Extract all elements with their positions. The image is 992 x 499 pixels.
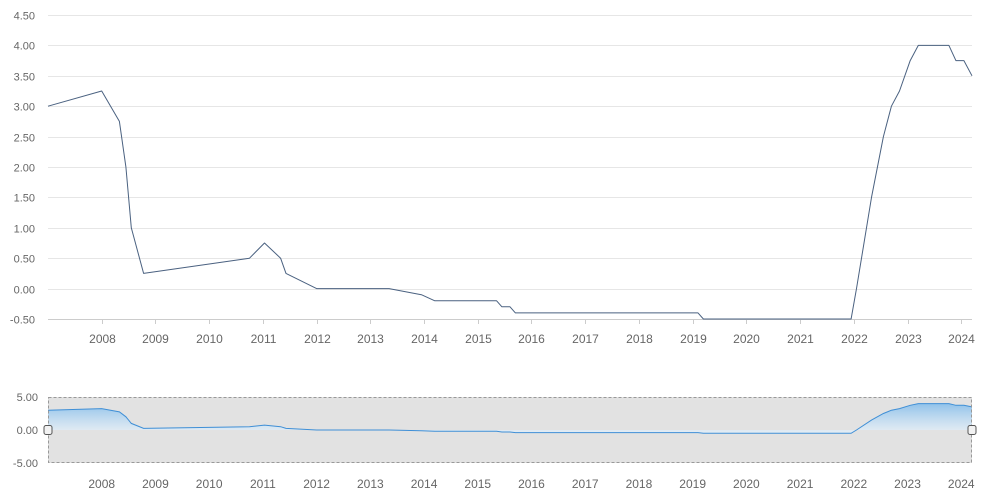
navigator-x-tick-label: 2019 [679,477,706,491]
navigator-right-handle[interactable] [967,425,977,435]
x-tick-label: 2008 [89,332,116,346]
data-point [500,305,504,309]
x-tick-label: 2019 [680,332,707,346]
data-point [962,59,966,63]
navigator-x-tick-label: 2018 [626,477,653,491]
navigator-y-tick-label: 5.00 [17,392,38,404]
data-point [947,43,951,47]
navigator-x-tick-label: 2016 [518,477,545,491]
x-tick-label: 2011 [251,332,277,346]
data-point [916,43,920,47]
y-tick-label: 3.00 [14,102,35,114]
navigator-x-tick-label: 2021 [787,477,814,491]
navigator-x-tick-label: 2023 [894,477,921,491]
x-tick-label: 2022 [841,332,868,346]
x-tick-label: 2010 [196,332,223,346]
data-point [849,317,853,321]
main-x-axis: 2008 2009 2010 2011 2012 2013 2014 2015 2016 2017… [48,319,975,346]
data-point [696,311,700,315]
data-point [513,311,517,315]
navigator-x-tick-label: 2017 [572,477,599,491]
x-tick-label: 2020 [733,332,760,346]
y-tick-label: 4.00 [14,41,35,53]
navigator-x-tick-label: 2010 [196,477,223,491]
data-point [46,104,50,108]
data-point [954,59,958,63]
x-tick-label: 2017 [572,332,599,346]
data-point [881,135,885,139]
x-tick-label: 2024 [948,332,975,346]
data-point [142,271,146,275]
x-tick-label: 2013 [357,332,384,346]
data-point [495,299,499,303]
data-point [889,104,893,108]
data-point [419,293,423,297]
y-tick-label: -0.50 [10,315,35,327]
x-tick-label: 2012 [304,332,331,346]
navigator-y-axis: 5.00 0.00 -5.00 [13,392,38,470]
data-point [263,241,267,245]
data-point [701,317,705,321]
y-tick-label: 1.00 [14,224,35,236]
navigator-x-tick-label: 2009 [142,477,169,491]
x-tick-label: 2021 [787,332,814,346]
navigator-x-axis: 2008 2009 2010 2011 2012 2013 2014 2015 2016 2017… [88,477,975,491]
rate-series-line [47,44,973,320]
x-tick-label: 2009 [142,332,169,346]
data-point [248,256,252,260]
y-tick-label: 1.50 [14,193,35,205]
main-y-axis: -0.50 0.00 0.50 1.00 1.50 2.00 2.50 3.00 3.50 4.0… [10,11,35,327]
data-point [970,74,974,78]
main-plot-area [46,43,974,321]
x-tick-label: 2015 [465,332,492,346]
data-point [315,287,319,291]
navigator-plot-area [47,403,973,434]
data-point [855,287,859,291]
navigator-x-tick-label: 2015 [464,477,491,491]
data-point [100,89,104,93]
y-tick-label: 0.00 [14,285,35,297]
data-point [898,89,902,93]
x-tick-label: 2023 [895,332,922,346]
navigator-left-handle[interactable] [43,425,53,435]
data-point [870,195,874,199]
navigator-x-tick-label: 2020 [733,477,760,491]
x-tick-label: 2018 [626,332,653,346]
navigator-handles[interactable] [43,425,977,435]
navigator-y-tick-label: -5.00 [13,458,38,470]
navigator-x-tick-label: 2024 [948,477,975,491]
data-point [129,226,133,230]
y-tick-label: 2.00 [14,163,35,175]
navigator-line [47,403,973,434]
y-tick-label: 4.50 [14,11,35,23]
y-tick-label: 3.50 [14,72,35,84]
y-tick-label: 0.50 [14,254,35,266]
data-point [908,59,912,63]
data-point [279,256,283,260]
data-point [433,299,437,303]
navigator-x-tick-label: 2014 [411,477,438,491]
navigator-x-tick-label: 2012 [303,477,330,491]
main-gridlines [48,15,972,320]
data-point [387,287,391,291]
x-tick-label: 2016 [518,332,545,346]
data-point [124,165,128,169]
navigator-y-tick-label: 0.00 [17,425,38,437]
navigator-x-tick-label: 2013 [357,477,384,491]
x-tick-label: 2014 [411,332,438,346]
data-point [117,119,121,123]
y-tick-label: 2.50 [14,133,35,145]
navigator-x-tick-label: 2008 [88,477,115,491]
navigator-x-tick-label: 2022 [840,477,867,491]
navigator-x-tick-label: 2011 [250,477,276,491]
data-point [508,305,512,309]
data-point [284,271,288,275]
